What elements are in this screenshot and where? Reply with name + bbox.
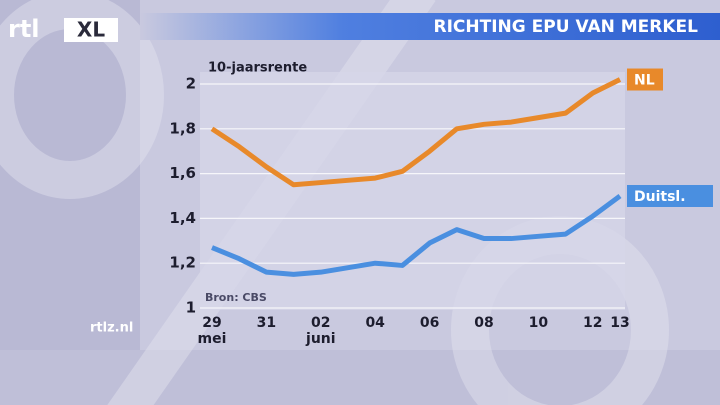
left-band: [0, 0, 140, 405]
x-tick-label: 04: [365, 315, 385, 331]
series-line: [211, 193, 622, 277]
series-line: [210, 77, 622, 188]
y-tick-label: 1,8: [169, 119, 196, 137]
logo-right: XL: [77, 18, 105, 42]
plot-area: [200, 72, 625, 310]
y-tick-label: 1,6: [169, 164, 196, 182]
logo-left: rtl: [8, 15, 40, 43]
logo-box: [64, 18, 118, 42]
legend-box: [627, 68, 663, 91]
legend-box: [627, 185, 713, 207]
y-tick-label: 2: [186, 75, 196, 93]
x-tick-label: 12: [583, 315, 603, 331]
chart-title: RICHTING EPU VAN MERKEL: [434, 17, 699, 37]
website: rtlz.nl: [90, 321, 133, 336]
subtitle: 10-jaarsrente: [208, 61, 307, 76]
legend-label: NL: [634, 73, 655, 89]
title-bar: [140, 13, 720, 40]
legend-label: Duitsl.: [634, 189, 686, 205]
bottom-band: [0, 350, 720, 405]
x-tick-label: 31: [256, 315, 277, 331]
x-tick-label: 10: [528, 315, 549, 331]
x-tick-label: 06: [419, 315, 440, 331]
source: Bron: CBS: [205, 291, 267, 304]
x-tick-label: 08: [474, 315, 494, 331]
y-tick-label: 1: [186, 299, 196, 317]
x-tick-label: 13: [610, 315, 630, 331]
y-tick-label: 1,2: [169, 254, 196, 272]
x-tick-label: 29 mei: [197, 315, 227, 347]
x-tick-label: 02 juni: [306, 315, 336, 347]
y-tick-label: 1,4: [169, 209, 196, 227]
